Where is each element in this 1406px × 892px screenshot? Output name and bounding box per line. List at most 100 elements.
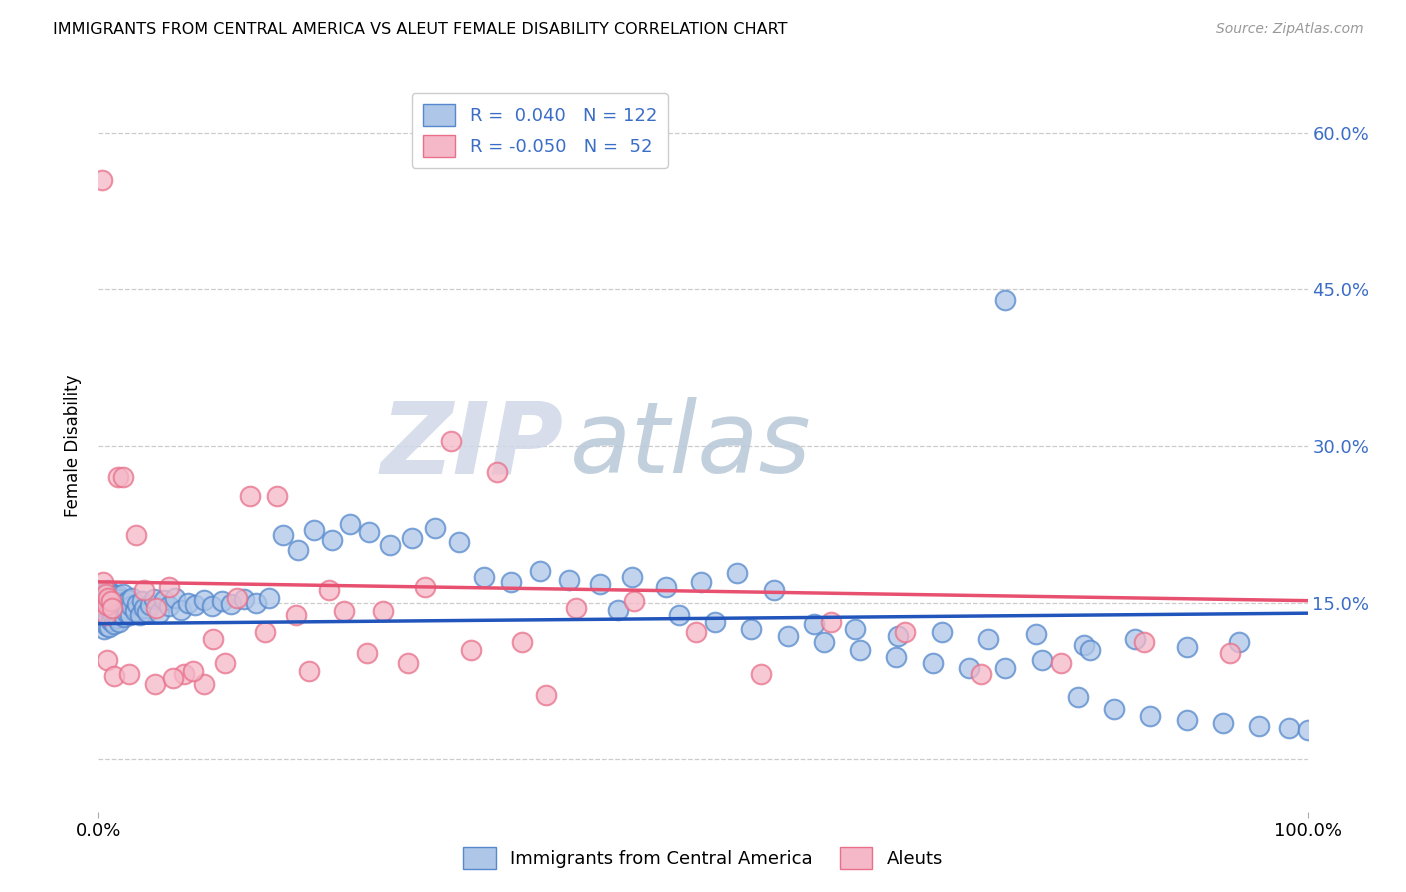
Point bbox=[201, 599, 224, 613]
Point bbox=[318, 583, 340, 598]
Point bbox=[401, 531, 423, 545]
Point bbox=[620, 569, 643, 583]
Point bbox=[396, 657, 419, 671]
Point bbox=[173, 666, 195, 681]
Point bbox=[134, 601, 156, 615]
Point bbox=[107, 589, 129, 603]
Point bbox=[111, 470, 134, 484]
Point bbox=[440, 434, 463, 448]
Point bbox=[623, 593, 645, 607]
Point bbox=[108, 598, 131, 612]
Point bbox=[1219, 646, 1241, 660]
Point bbox=[356, 646, 378, 660]
Point bbox=[139, 598, 162, 612]
Point bbox=[813, 635, 835, 649]
Point bbox=[100, 601, 122, 615]
Point bbox=[96, 603, 118, 617]
Point bbox=[108, 606, 131, 620]
Point bbox=[121, 591, 143, 605]
Point bbox=[143, 591, 166, 606]
Point bbox=[1031, 653, 1053, 667]
Point bbox=[104, 590, 127, 604]
Point bbox=[298, 664, 321, 678]
Point bbox=[776, 629, 799, 643]
Point bbox=[118, 666, 141, 681]
Point bbox=[94, 608, 117, 623]
Point bbox=[128, 608, 150, 623]
Point bbox=[193, 677, 215, 691]
Point bbox=[193, 592, 215, 607]
Text: atlas: atlas bbox=[569, 398, 811, 494]
Point bbox=[239, 489, 262, 503]
Point bbox=[1078, 642, 1101, 657]
Point bbox=[510, 635, 533, 649]
Point bbox=[96, 598, 118, 612]
Point bbox=[111, 603, 134, 617]
Point bbox=[844, 622, 866, 636]
Point bbox=[93, 596, 115, 610]
Point bbox=[162, 671, 184, 685]
Point bbox=[91, 591, 114, 605]
Point bbox=[486, 465, 509, 479]
Point bbox=[101, 608, 124, 623]
Point bbox=[94, 608, 117, 623]
Point bbox=[1212, 715, 1234, 730]
Point bbox=[1073, 638, 1095, 652]
Point bbox=[103, 669, 125, 683]
Point bbox=[152, 592, 174, 607]
Point bbox=[91, 574, 114, 589]
Point bbox=[93, 585, 115, 599]
Point bbox=[97, 583, 120, 598]
Point bbox=[169, 603, 191, 617]
Point bbox=[202, 632, 225, 647]
Point bbox=[108, 615, 131, 629]
Point bbox=[1249, 719, 1271, 733]
Point bbox=[157, 580, 180, 594]
Point bbox=[994, 293, 1017, 307]
Point bbox=[211, 593, 233, 607]
Point bbox=[112, 610, 135, 624]
Point bbox=[103, 616, 125, 631]
Point bbox=[740, 622, 762, 636]
Point bbox=[957, 660, 980, 674]
Point bbox=[124, 604, 146, 618]
Point bbox=[689, 574, 711, 589]
Point bbox=[359, 524, 381, 539]
Point bbox=[143, 677, 166, 691]
Point bbox=[100, 614, 122, 628]
Point bbox=[184, 598, 207, 612]
Point bbox=[321, 533, 343, 547]
Point bbox=[886, 629, 908, 643]
Legend: R =  0.040   N = 122, R = -0.050   N =  52: R = 0.040 N = 122, R = -0.050 N = 52 bbox=[412, 93, 668, 168]
Point bbox=[529, 565, 551, 579]
Point bbox=[118, 608, 141, 623]
Point bbox=[93, 601, 115, 615]
Point bbox=[589, 577, 612, 591]
Point bbox=[100, 587, 122, 601]
Point bbox=[685, 625, 707, 640]
Point bbox=[1050, 657, 1073, 671]
Point bbox=[1067, 690, 1090, 704]
Point bbox=[749, 666, 772, 681]
Point bbox=[181, 664, 204, 678]
Point bbox=[107, 470, 129, 484]
Point bbox=[97, 611, 120, 625]
Point bbox=[103, 599, 125, 613]
Point bbox=[125, 528, 148, 542]
Point bbox=[127, 597, 149, 611]
Point bbox=[98, 620, 121, 634]
Point bbox=[1024, 627, 1046, 641]
Point bbox=[104, 605, 127, 619]
Point bbox=[96, 653, 118, 667]
Point bbox=[108, 591, 131, 606]
Point bbox=[100, 591, 122, 605]
Point bbox=[91, 606, 114, 620]
Point bbox=[886, 650, 908, 665]
Point bbox=[302, 523, 325, 537]
Point bbox=[94, 587, 117, 601]
Point bbox=[91, 172, 114, 186]
Point bbox=[148, 606, 170, 620]
Point bbox=[472, 569, 495, 583]
Point bbox=[254, 625, 277, 640]
Point bbox=[96, 618, 118, 632]
